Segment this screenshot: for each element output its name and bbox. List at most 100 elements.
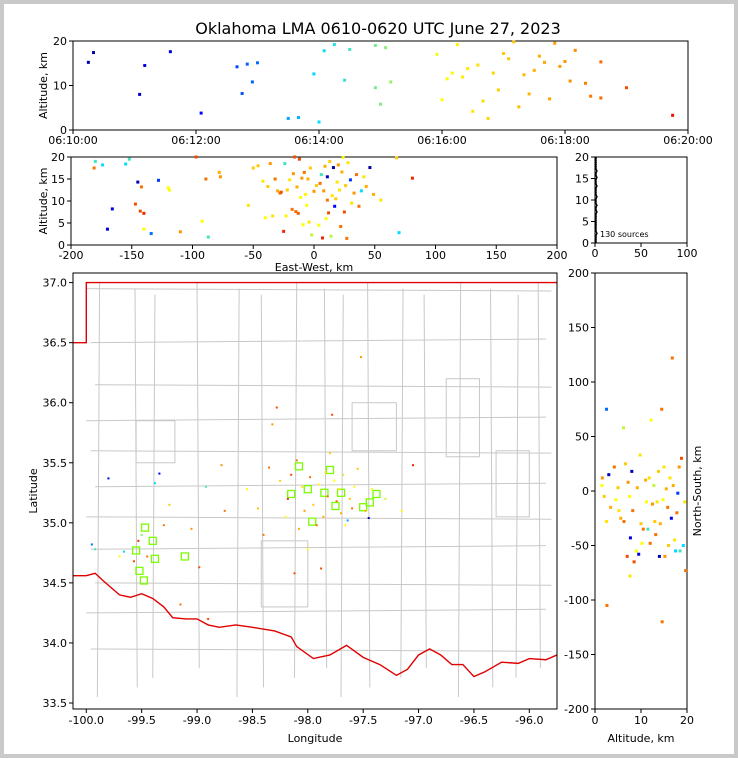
source-point (94, 548, 97, 551)
source-point (204, 485, 207, 488)
source-point (410, 176, 414, 180)
source-point (340, 170, 344, 174)
source-point (235, 65, 239, 69)
source-point (607, 473, 611, 477)
histogram-bin (595, 208, 597, 211)
source-point (179, 603, 182, 606)
source-point (522, 73, 526, 77)
source-point (309, 476, 312, 479)
county-border (90, 450, 552, 454)
source-point (101, 163, 105, 167)
source-point (368, 166, 372, 170)
source-point (662, 465, 666, 469)
source-point (400, 509, 403, 512)
source-point (344, 524, 347, 527)
source-point (317, 223, 321, 227)
source-point (351, 507, 354, 510)
y-tick-label: 20 (51, 151, 65, 164)
x-tick-label: 10 (634, 714, 648, 727)
source-point (568, 79, 572, 83)
source-point (268, 162, 272, 166)
source-point (654, 533, 658, 537)
source-point (322, 189, 326, 193)
source-point (223, 509, 226, 512)
y-tick-label: -200 (564, 703, 589, 716)
county-border (445, 378, 480, 458)
x-tick-label: 06:16:00 (417, 134, 466, 147)
source-point (471, 109, 475, 113)
lma-station (140, 523, 150, 532)
source-point (338, 188, 342, 192)
x-tick-label: 100 (677, 247, 698, 260)
y-tick-label: 100 (568, 376, 589, 389)
histogram-bin (595, 165, 597, 168)
source-point (558, 64, 562, 68)
source-point (288, 178, 292, 182)
source-point (302, 170, 306, 174)
source-point (256, 61, 259, 65)
source-point (143, 63, 147, 67)
source-point (133, 202, 137, 206)
source-point (168, 503, 171, 506)
x-tick-label: 06:20:00 (663, 134, 712, 147)
county-border (495, 450, 530, 518)
source-point (92, 166, 96, 170)
source-point (371, 488, 374, 491)
source-point (312, 503, 315, 506)
y-tick-label: 35.5 (43, 457, 68, 470)
source-point (90, 543, 93, 546)
source-count-annotation: 130 sources (600, 230, 649, 239)
source-point (86, 60, 90, 64)
source-point (285, 188, 289, 192)
source-point (266, 184, 270, 188)
source-point (684, 569, 688, 573)
source-point (663, 554, 667, 558)
source-point (635, 486, 639, 490)
source-point (136, 180, 140, 184)
source-point (320, 567, 323, 570)
y-tick-label: 36.0 (43, 397, 68, 410)
source-point (301, 223, 305, 227)
source-point (204, 177, 208, 181)
source-point (507, 57, 511, 61)
y-tick-label: 37.0 (43, 277, 68, 290)
source-point (256, 164, 260, 168)
source-point (364, 509, 367, 512)
y-tick-label: 10 (575, 194, 589, 207)
source-point (625, 86, 628, 90)
source-point (295, 185, 299, 189)
source-point (512, 40, 516, 44)
y-tick-label: 20 (575, 151, 589, 164)
y-axis-label: Altitude, km (37, 52, 50, 119)
histogram-bin (595, 223, 597, 226)
source-point (664, 487, 668, 491)
source-point (294, 210, 298, 214)
source-point (295, 459, 298, 462)
histogram-bin (595, 167, 597, 170)
county-border (260, 294, 264, 688)
county-border (400, 288, 404, 678)
county-border (196, 282, 200, 669)
y-tick-label: -50 (571, 540, 589, 553)
lma-station (131, 546, 141, 555)
source-point (359, 189, 363, 193)
histogram-bin (595, 221, 597, 224)
source-point (207, 617, 210, 620)
y-tick-label: 20 (53, 35, 67, 48)
histogram-bin (595, 202, 597, 205)
source-point (317, 483, 320, 486)
county-border (490, 288, 494, 688)
source-point (271, 423, 274, 426)
source-point (245, 62, 249, 66)
source-point (683, 500, 687, 504)
source-point (537, 54, 541, 58)
source-point (345, 236, 349, 240)
x-axis-label: Longitude (288, 732, 343, 745)
source-point (461, 75, 464, 79)
histogram-bin (595, 232, 598, 235)
county-border (86, 608, 546, 614)
source-point (110, 207, 114, 211)
source-point (339, 225, 343, 229)
source-point (325, 198, 329, 202)
histogram-bin (595, 217, 597, 220)
